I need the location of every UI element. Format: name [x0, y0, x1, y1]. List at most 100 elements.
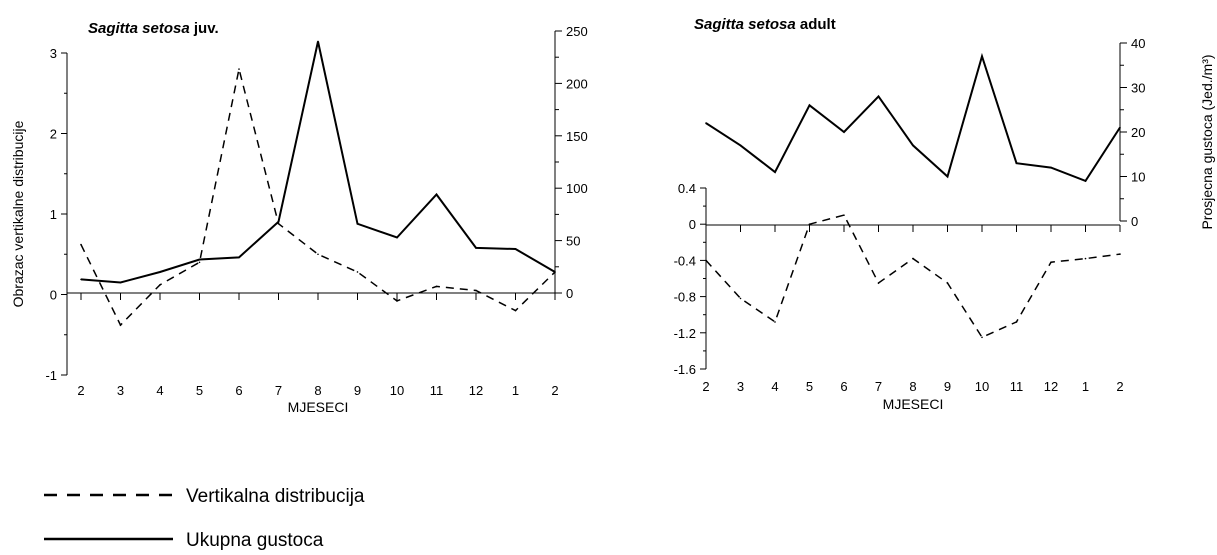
left-axis-tick-label: -0.8	[674, 290, 696, 305]
x-axis-tick-label: 9	[944, 379, 951, 394]
data-point	[739, 297, 742, 300]
data-point	[877, 95, 880, 98]
data-point	[435, 285, 438, 288]
right-axis-tick-label: 40	[1131, 36, 1145, 51]
x-axis-tick-label: 2	[77, 383, 84, 398]
data-point	[774, 321, 776, 323]
data-point	[1050, 261, 1052, 264]
data-point	[705, 122, 707, 124]
data-point	[396, 300, 398, 302]
x-axis-tick-label: 2	[1116, 379, 1123, 394]
x-axis-tick-label: 5	[806, 379, 813, 394]
series-line-vertikalna-distribucija	[705, 214, 1121, 339]
x-axis-label: MJESECI	[883, 396, 944, 412]
right-axis-tick-label: 20	[1131, 125, 1145, 140]
data-point	[198, 258, 201, 261]
x-axis-tick-label: 6	[840, 379, 847, 394]
chart-adult: Sagitta setosa adult -1.6 -1.2 -0.8 -0.4 0 0.4…	[674, 16, 1215, 412]
data-point	[1084, 257, 1087, 260]
data-point	[80, 243, 82, 246]
data-point	[1050, 166, 1052, 169]
data-point	[435, 193, 438, 196]
x-axis-tick-label: 6	[235, 383, 242, 398]
x-axis-tick-label: 1	[1082, 379, 1089, 394]
data-point	[514, 309, 517, 312]
left-axis-label: Obrazac vertikalne distribucije	[10, 120, 26, 307]
right-axis-tick-label: 10	[1131, 170, 1145, 185]
legend-label-ukupna: Ukupna gustoca	[186, 530, 324, 551]
legend-label-vertikalna: Vertikalna distribucija	[186, 486, 365, 507]
data-point	[808, 223, 811, 225]
data-point	[396, 236, 398, 239]
data-point	[277, 220, 280, 223]
x-axis-tick-label: 8	[314, 383, 321, 398]
data-point	[1119, 126, 1121, 129]
data-point	[774, 171, 776, 173]
data-point	[317, 253, 319, 256]
right-axis-tick-label: 30	[1131, 81, 1145, 96]
data-point	[317, 40, 319, 43]
data-point	[1015, 162, 1018, 164]
x-axis-tick-label: 9	[354, 383, 361, 398]
x-axis-tick-label: 12	[469, 383, 483, 398]
data-point	[877, 282, 880, 284]
x-axis-tick-label: 10	[390, 383, 404, 398]
right-axis-tick-label: 0	[566, 286, 573, 301]
legend: Vertikalna distribucija Ukupna gustoca	[44, 486, 365, 551]
left-axis-tick-label: 1	[50, 207, 57, 222]
data-point	[946, 175, 949, 178]
data-point	[238, 68, 240, 70]
data-point	[843, 131, 845, 133]
data-point	[808, 104, 811, 107]
right-axis-label: Prosjecna gustoca (Jed./m³)	[1199, 54, 1215, 229]
data-point	[1015, 321, 1018, 323]
data-point	[912, 144, 914, 147]
x-axis-tick-label: 2	[551, 383, 558, 398]
chart-title-species: Sagitta setosa	[694, 16, 796, 33]
right-axis-tick-label: 100	[566, 181, 588, 196]
chart-title-species: Sagitta setosa	[88, 20, 190, 37]
x-axis-tick-label: 5	[196, 383, 203, 398]
x-axis-tick-label: 10	[975, 379, 989, 394]
x-axis-tick-label: 11	[430, 383, 444, 398]
chart-title: Sagitta setosa juv.	[88, 20, 219, 37]
data-point	[912, 257, 914, 260]
data-point	[981, 55, 983, 58]
data-point	[356, 271, 359, 273]
x-axis-tick-label: 4	[156, 383, 163, 398]
left-axis-tick-label: 2	[50, 127, 57, 142]
data-point	[843, 214, 845, 216]
data-point	[238, 256, 240, 259]
chart-title: Sagitta setosa adult	[694, 16, 836, 33]
x-axis-tick-label: 2	[702, 379, 709, 394]
series-line-ukupna-gustoca	[80, 41, 556, 284]
x-axis-tick-label: 12	[1044, 379, 1058, 394]
right-axis-tick-label: 250	[566, 24, 588, 39]
data-point	[514, 248, 517, 250]
x-axis-tick-label: 3	[737, 379, 744, 394]
right-axis-tick-label: 50	[566, 234, 580, 249]
data-point	[159, 284, 161, 286]
data-point	[946, 282, 949, 284]
right-axis-tick-label: 0	[1131, 214, 1138, 229]
chart-juvenile: Sagitta setosa juv.-10123050100150200250…	[10, 20, 588, 415]
left-axis-tick-label: -1.2	[674, 326, 696, 341]
data-point	[1084, 180, 1087, 182]
data-point	[554, 271, 556, 273]
left-axis-tick-label: 0.4	[678, 181, 696, 196]
data-point	[981, 336, 983, 339]
data-point	[198, 261, 201, 264]
series-line-vertikalna-distribucija	[80, 68, 556, 327]
left-axis-tick-label: 0	[689, 217, 696, 232]
chart-title-stage: juv.	[190, 20, 219, 37]
left-axis-tick-label: -1	[45, 368, 57, 383]
right-axis-tick-label: 200	[566, 76, 588, 91]
data-point	[80, 278, 82, 281]
x-axis-label: MJESECI	[288, 399, 349, 415]
left-axis-tick-label: 0	[50, 288, 57, 303]
x-axis-tick-label: 8	[909, 379, 916, 394]
x-axis-tick-label: 7	[875, 379, 882, 394]
data-point	[119, 281, 122, 284]
data-point	[739, 144, 742, 147]
data-point	[356, 223, 359, 225]
